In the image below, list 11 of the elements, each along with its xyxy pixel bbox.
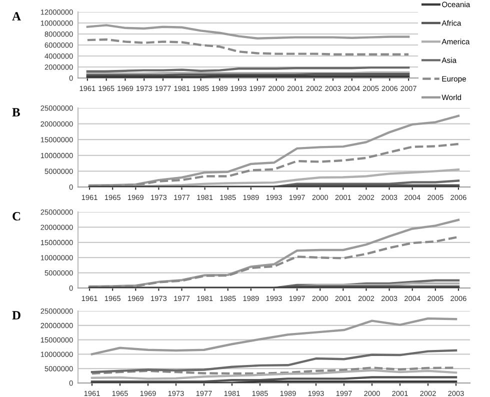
line-series [86, 24, 410, 40]
chart-title: A [12, 12, 21, 20]
line-series [90, 349, 458, 374]
line-series [90, 369, 458, 380]
line-series [88, 142, 460, 187]
line-series [88, 168, 460, 187]
chart-title: C [12, 212, 20, 220]
line-series [86, 38, 410, 56]
chart-title: B [12, 108, 20, 116]
line-series [90, 317, 458, 356]
chart-title: D [12, 311, 20, 320]
